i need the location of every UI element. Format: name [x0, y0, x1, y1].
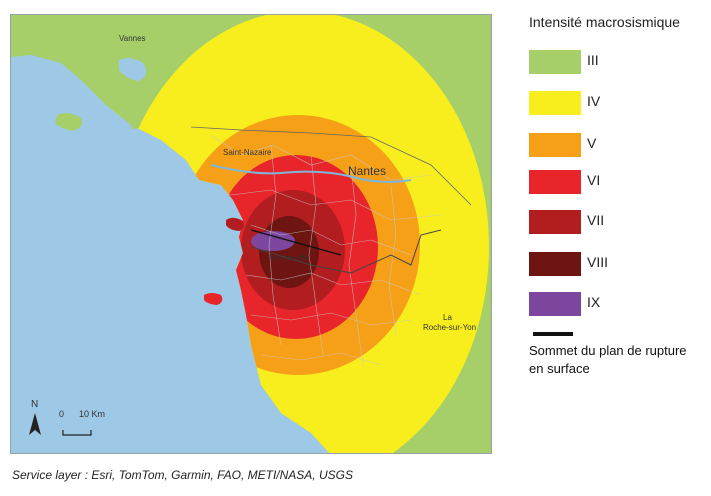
department-border [250, 229, 442, 274]
legend-title: Intensité macrosismique [529, 14, 680, 30]
place-nantes: Nantes [348, 164, 386, 178]
legend-item-ix: IX [529, 292, 689, 316]
legend-label: IV [587, 93, 601, 109]
rupture-legend-label: Sommet du plan de rupture en surface [529, 343, 687, 376]
scale-distance: 10 Km [79, 409, 105, 419]
legend-label: VIII [587, 254, 609, 270]
place-roche-sur-yon: La Roche-sur-Yon [423, 313, 476, 332]
legend-item-iv: IV [529, 91, 689, 115]
intensity-map[interactable]: Vannes Saint-Nazaire Nantes Port-Joinvil… [10, 14, 492, 454]
legend-label: III [587, 52, 599, 68]
legend-item-iii: III [529, 50, 689, 74]
scale-zero: 0 [59, 409, 64, 419]
belle-ile [55, 113, 82, 131]
legend-item-vi: VI [529, 170, 689, 194]
ile-d-yeu [204, 293, 223, 305]
rupture-segment [250, 229, 342, 256]
noirmoutier-island [226, 217, 244, 231]
legend-swatch [529, 170, 581, 194]
legend-item-viii: VIII [529, 252, 689, 276]
loire-river [210, 164, 412, 183]
gulf-of-morbihan [119, 58, 147, 81]
legend-swatch [529, 252, 581, 276]
legend-label: VI [587, 172, 601, 188]
legend-label: IX [587, 294, 601, 310]
legend-swatch [529, 50, 581, 74]
map-credit: Service layer : Esri, TomTom, Garmin, FA… [12, 468, 353, 482]
place-saint-nazaire: Saint-Nazaire [223, 148, 272, 157]
scale-bar-line [62, 430, 92, 436]
legend-swatch [529, 91, 581, 115]
north-arrow: N [29, 399, 41, 435]
legend-swatch [529, 133, 581, 157]
legend-label: V [587, 135, 597, 151]
legend-item-v: V [529, 133, 689, 157]
hoedic-island [131, 123, 139, 129]
commune-boundaries [190, 134, 442, 366]
legend-swatch [529, 210, 581, 234]
legend-label: VII [587, 212, 605, 228]
place-port: Port-Joinville [268, 255, 308, 262]
legend-item-vii: VII [529, 210, 689, 234]
place-vannes: Vannes [119, 34, 146, 43]
zone-ix [251, 231, 295, 251]
north-label: N [31, 399, 38, 410]
legend-swatch [529, 292, 581, 316]
scale-bar: 0 10 Km [59, 409, 105, 436]
department-border-north [190, 126, 472, 206]
north-arrow-icon [29, 413, 41, 435]
rupture-legend-line [533, 332, 573, 336]
